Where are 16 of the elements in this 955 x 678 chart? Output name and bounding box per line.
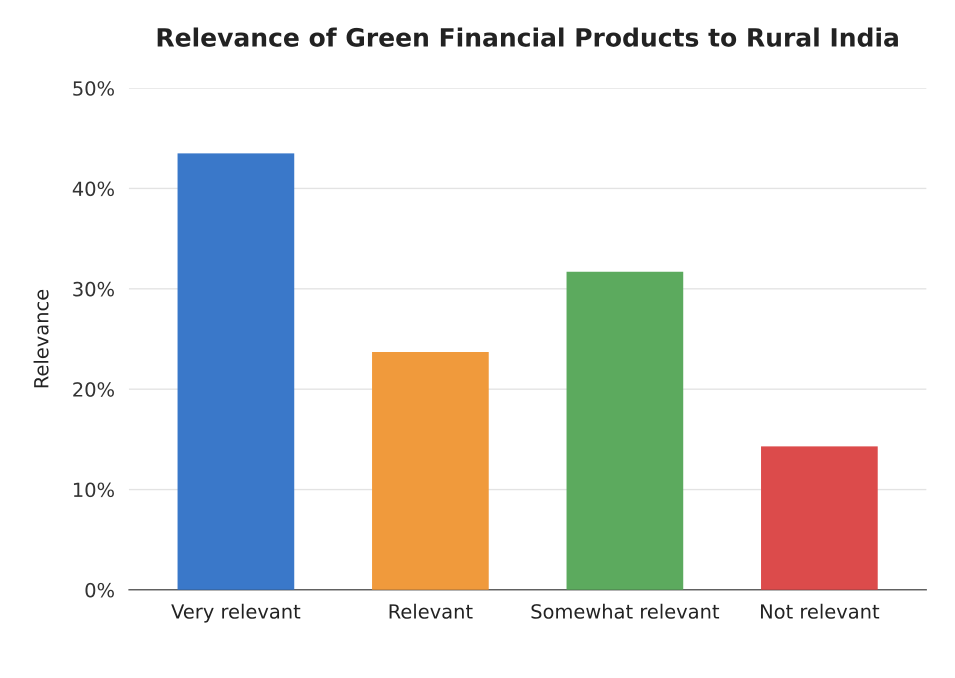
x-tick-label: Relevant (390, 604, 473, 619)
y-tick-label: 30% (73, 282, 114, 296)
y-axis-title: Relevance (34, 290, 49, 388)
x-tick-label: Not relevant (761, 604, 880, 619)
bar (761, 446, 878, 590)
bar (372, 352, 489, 590)
x-tick-label: Very relevant (171, 604, 300, 623)
bar (178, 153, 294, 590)
x-tick-label: Somewhat relevant (531, 604, 720, 619)
chart-title: Relevance of Green Financial Products to Rural India (158, 27, 898, 47)
y-tick-label: 0% (85, 582, 114, 598)
y-tick-label: 40% (72, 181, 114, 196)
y-tick-label: 50% (73, 81, 114, 96)
bar (566, 272, 684, 590)
y-tick-label: 10% (74, 482, 114, 498)
y-tick-label: 20% (73, 382, 114, 397)
